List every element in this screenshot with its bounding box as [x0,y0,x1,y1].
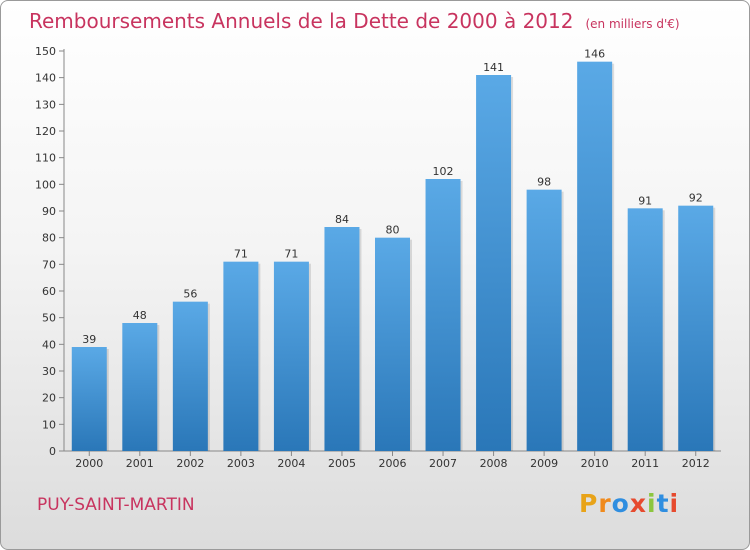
y-tick-label: 130 [35,98,56,111]
bar-value-label: 92 [689,192,703,205]
bar-value-label: 146 [584,48,605,61]
bar-2003 [223,261,259,451]
bar-2008 [476,75,512,451]
bar-2000 [71,347,107,451]
bar-2007 [425,179,461,451]
bar-value-label: 91 [638,194,652,207]
y-tick-label: 20 [42,392,56,405]
bar-value-label: 102 [433,165,454,178]
logo-letter: x [629,489,647,518]
x-tick-label: 2011 [631,457,659,470]
y-tick-label: 110 [35,152,56,165]
bar-value-label: 80 [386,224,400,237]
title-text: Remboursements Annuels de la Dette de 20… [29,9,574,33]
y-tick-label: 10 [42,418,56,431]
x-tick-label: 2005 [328,457,356,470]
bar-2009 [526,189,562,451]
bar-2005 [324,227,360,451]
y-tick-label: 90 [42,205,56,218]
y-tick-label: 60 [42,285,56,298]
logo-letter: i [647,489,657,518]
bar-value-label: 141 [483,61,504,74]
y-tick-label: 120 [35,125,56,138]
bar-2004 [273,261,309,451]
y-tick-label: 100 [35,178,56,191]
commune-name: PUY-SAINT-MARTIN [37,495,195,515]
logo-letter: i [669,489,680,518]
x-tick-label: 2012 [682,457,710,470]
y-tick-label: 0 [49,445,56,458]
logo-letter: P [579,489,599,518]
bar-value-label: 84 [335,213,349,226]
bar-value-label: 39 [82,333,96,346]
bar-value-label: 48 [133,309,147,322]
bar-value-label: 56 [183,288,197,301]
x-tick-label: 2009 [530,457,558,470]
logo-letter: o [611,489,630,518]
unit-label: (en milliers d'€) [585,17,680,31]
bar-value-label: 98 [537,176,551,189]
bar-2010 [577,61,613,452]
chart-title: Remboursements Annuels de la Dette de 20… [29,9,680,33]
x-tick-label: 2008 [480,457,508,470]
bar-value-label: 71 [284,248,298,261]
x-tick-label: 2007 [429,457,457,470]
y-tick-label: 150 [35,45,56,58]
y-tick-label: 40 [42,338,56,351]
logo-letter: t [656,489,670,518]
bar-value-label: 71 [234,248,248,261]
logo-letter: r [598,489,612,518]
x-tick-label: 2000 [75,457,103,470]
y-tick-label: 30 [42,365,56,378]
x-tick-label: 2004 [277,457,305,470]
x-tick-label: 2001 [126,457,154,470]
y-tick-label: 140 [35,72,56,85]
y-tick-label: 50 [42,312,56,325]
bar-2011 [627,208,663,451]
bar-2006 [375,237,410,451]
x-tick-label: 2006 [379,457,407,470]
bar-2012 [678,205,714,451]
bar-2001 [122,323,158,451]
x-tick-label: 2003 [227,457,255,470]
y-tick-label: 80 [42,232,56,245]
proxiti-logo: Proxiti [579,489,679,518]
x-tick-label: 2002 [176,457,204,470]
y-tick-label: 70 [42,258,56,271]
x-tick-label: 2010 [581,457,609,470]
bar-2002 [172,301,208,451]
